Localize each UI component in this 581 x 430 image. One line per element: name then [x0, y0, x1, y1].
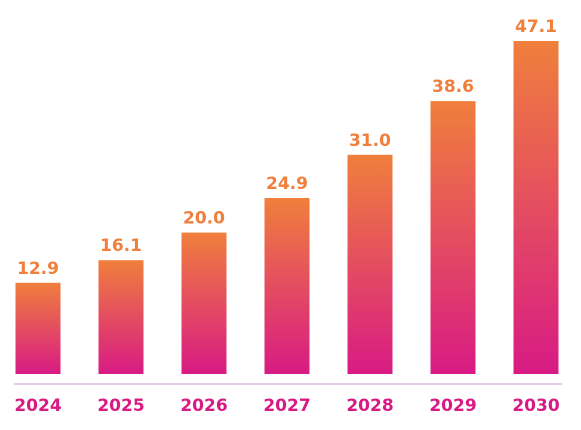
- bar-2028: [347, 154, 393, 374]
- bar-2027: [264, 198, 310, 374]
- value-label-2027: 24.9: [266, 174, 308, 194]
- bar-2030: [513, 41, 559, 374]
- value-label-2024: 12.9: [17, 259, 59, 279]
- category-label-2028: 2028: [346, 396, 393, 416]
- category-label-2024: 2024: [14, 396, 61, 416]
- value-label-2030: 47.1: [515, 17, 557, 37]
- value-label-2026: 20.0: [183, 209, 225, 229]
- category-label-2026: 2026: [180, 396, 227, 416]
- bar-2026: [181, 232, 227, 374]
- value-labels-group: 12.9 16.1 20.0 24.9 31.0 38.6 47.1: [17, 17, 557, 279]
- bar-2025: [98, 260, 144, 374]
- category-labels-group: 2024 2025 2026 2027 2028 2029 2030: [14, 396, 559, 416]
- category-label-2030: 2030: [512, 396, 559, 416]
- bar-2024: [15, 282, 61, 374]
- category-label-2025: 2025: [97, 396, 144, 416]
- value-label-2029: 38.6: [432, 77, 474, 97]
- bar-2029: [430, 101, 476, 374]
- bars-group: [15, 41, 559, 374]
- value-label-2025: 16.1: [100, 236, 142, 256]
- category-label-2029: 2029: [429, 396, 476, 416]
- value-label-2028: 31.0: [349, 131, 391, 151]
- category-label-2027: 2027: [263, 396, 310, 416]
